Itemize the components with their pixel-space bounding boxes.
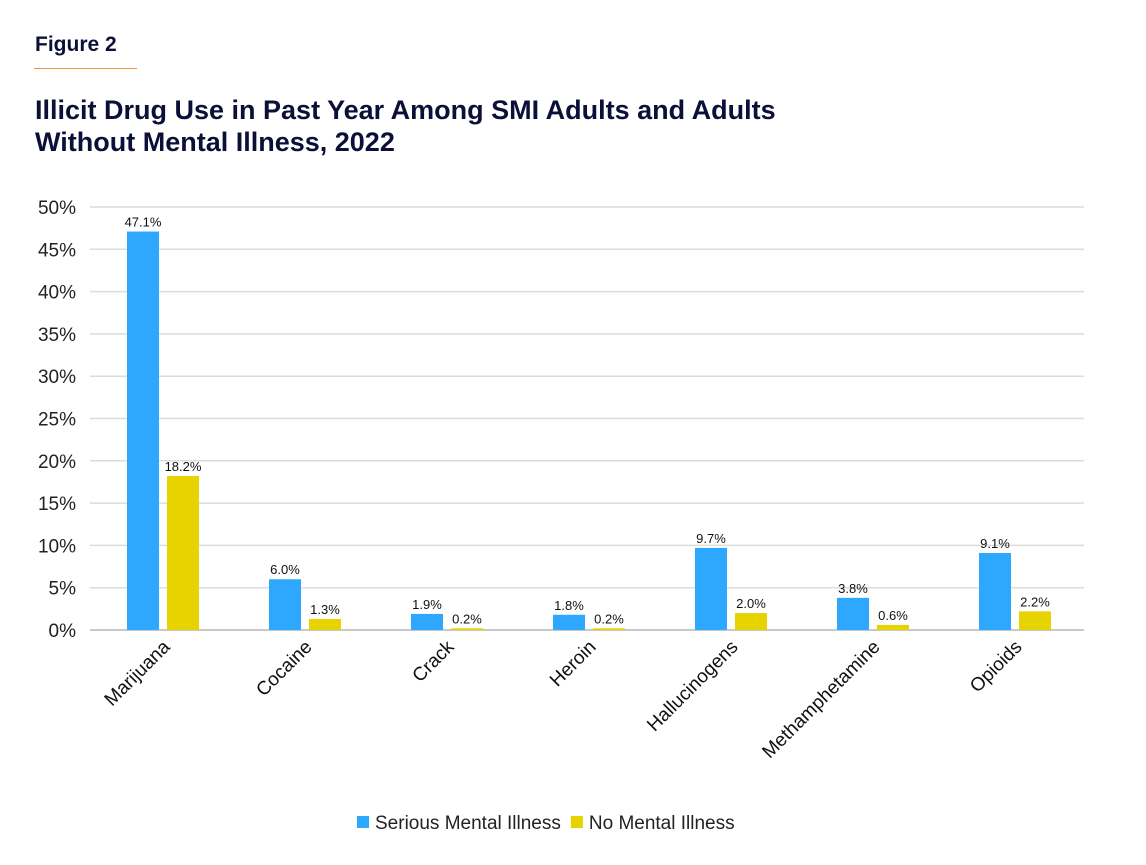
data-label: 1.3%	[310, 602, 340, 617]
data-label: 47.1%	[125, 215, 162, 230]
y-tick-label: 20%	[38, 452, 76, 473]
y-tick-label: 30%	[38, 367, 76, 388]
data-label: 9.7%	[696, 531, 726, 546]
data-label: 3.8%	[838, 581, 868, 596]
x-tick-label: Cocaine	[252, 637, 316, 701]
y-tick-label: 35%	[38, 325, 76, 346]
legend-label: No Mental Illness	[589, 813, 735, 834]
x-tick-label: Marijuana	[101, 636, 175, 710]
y-tick-label: 50%	[38, 198, 76, 219]
data-label: 1.9%	[412, 597, 442, 612]
data-label: 9.1%	[980, 536, 1010, 551]
chart-title: Illicit Drug Use in Past Year Among SMI …	[35, 95, 776, 157]
data-label: 2.0%	[736, 596, 766, 611]
data-label: 0.6%	[878, 608, 908, 623]
bar-smi	[837, 597, 869, 630]
figure-label: Figure 2	[35, 33, 117, 56]
bar-no-mi	[309, 619, 341, 630]
data-label: 2.2%	[1020, 594, 1050, 609]
y-tick-label: 10%	[38, 536, 76, 557]
bar-smi	[553, 614, 585, 630]
bar-smi	[411, 613, 443, 630]
y-tick-label: 15%	[38, 494, 76, 515]
divider	[34, 68, 137, 69]
legend-swatch	[357, 816, 369, 828]
y-tick-label: 0%	[49, 621, 77, 642]
bar-no-mi	[1019, 611, 1051, 630]
bar-no-mi	[593, 628, 625, 630]
y-tick-label: 40%	[38, 283, 76, 304]
x-tick-label: Hallucinogens	[643, 637, 742, 736]
bar-no-mi	[167, 476, 199, 630]
y-tick-label: 25%	[38, 410, 76, 431]
data-label: 6.0%	[270, 562, 300, 577]
y-tick-label: 5%	[49, 579, 77, 600]
bar-smi	[269, 579, 301, 630]
bar-no-mi	[877, 624, 909, 630]
x-tick-label: Heroin	[546, 637, 600, 691]
x-tick-label: Crack	[409, 636, 459, 686]
legend-swatch	[570, 816, 583, 828]
data-label: 0.2%	[594, 611, 624, 626]
data-label: 1.8%	[554, 598, 584, 613]
y-tick-label: 45%	[38, 240, 76, 261]
x-tick-label: Methamphetamine	[758, 637, 884, 763]
data-label: 18.2%	[165, 459, 202, 474]
x-tick-label: Opioids	[966, 637, 1026, 697]
data-label: 0.2%	[452, 611, 482, 626]
bar-no-mi	[735, 613, 767, 630]
bar-smi	[979, 553, 1011, 630]
bar-smi	[127, 231, 159, 630]
legend-label: Serious Mental Illness	[375, 813, 561, 834]
bar-smi	[695, 547, 727, 630]
bar-no-mi	[451, 628, 483, 630]
